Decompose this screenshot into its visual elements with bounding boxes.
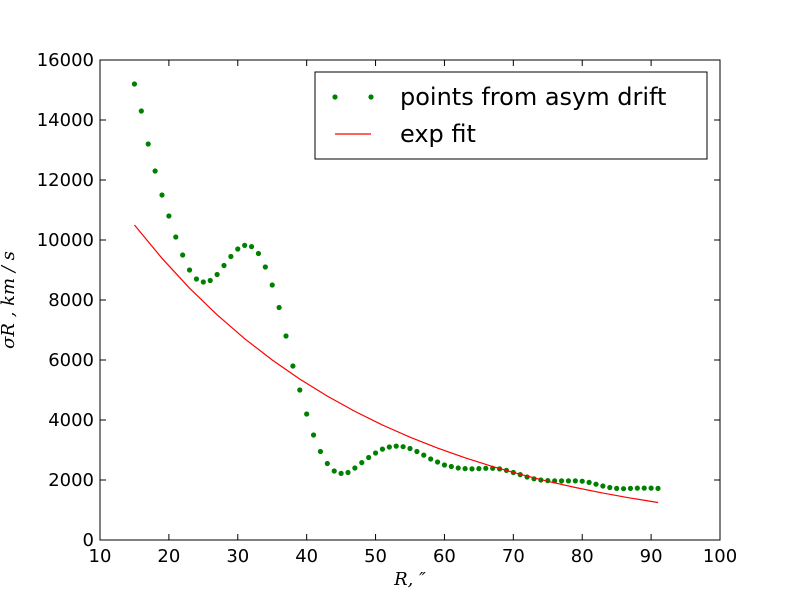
x-axis-label: R, ″ (393, 569, 426, 590)
data-point (393, 443, 399, 449)
x-tick-label: 50 (364, 546, 387, 567)
data-point (310, 432, 317, 438)
data-point (407, 445, 413, 452)
x-tick-label: 10 (89, 546, 112, 567)
data-point (200, 279, 206, 285)
y-tick-label: 14000 (37, 110, 94, 131)
x-tick-label: 40 (295, 546, 318, 567)
data-point (565, 478, 572, 484)
legend-label: points from asym drift (400, 83, 666, 111)
data-point (379, 446, 386, 452)
legend-marker (332, 94, 338, 100)
data-point (586, 479, 592, 485)
legend-marker (368, 94, 374, 100)
legend-label: exp fit (400, 120, 476, 148)
data-point (248, 244, 255, 250)
data-point (235, 246, 241, 252)
data-point (441, 462, 448, 468)
fit-line (133, 224, 659, 504)
data-point (262, 264, 268, 270)
y-tick-label: 10000 (37, 230, 94, 251)
data-point (173, 234, 179, 240)
data-point (352, 465, 358, 471)
data-point (138, 108, 144, 114)
y-tick-label: 2000 (48, 470, 94, 491)
plot-frame (99, 59, 721, 541)
data-point (297, 387, 303, 393)
data-point (469, 466, 475, 472)
data-point (276, 304, 282, 311)
y-tick-label: 12000 (37, 170, 94, 191)
data-point (414, 448, 420, 455)
data-point (648, 485, 654, 491)
data-point (579, 478, 585, 484)
data-point (634, 485, 640, 491)
x-tick-label: 20 (157, 546, 180, 567)
data-point (221, 262, 227, 269)
data-point (324, 460, 330, 467)
data-point (214, 271, 220, 278)
x-tick-label: 30 (226, 546, 249, 567)
data-point (600, 483, 606, 489)
data-point (462, 466, 468, 472)
data-point (145, 141, 151, 147)
x-tick-label: 70 (502, 546, 525, 567)
data-point (421, 452, 427, 458)
data-point (193, 276, 200, 282)
data-point (386, 444, 392, 450)
data-point (593, 481, 599, 487)
data-point (372, 450, 379, 456)
data-point (572, 478, 578, 484)
data-point (131, 81, 138, 87)
data-point (186, 267, 193, 273)
x-tick-label: 90 (640, 546, 663, 567)
data-point (558, 478, 565, 484)
y-axis-label: σR , km / s (0, 251, 19, 349)
data-point (242, 242, 248, 248)
y-tick-label: 0 (83, 530, 94, 551)
data-point (317, 448, 324, 455)
data-point (338, 470, 344, 476)
x-tick-label: 80 (571, 546, 594, 567)
data-point (627, 485, 634, 491)
y-tick-label: 8000 (48, 290, 94, 311)
data-point (614, 485, 620, 491)
data-point (483, 465, 489, 471)
data-point (290, 363, 296, 369)
data-point (304, 411, 310, 417)
y-tick-label: 6000 (48, 350, 94, 371)
x-tick-label: 60 (433, 546, 456, 567)
data-point (255, 250, 262, 257)
x-tick-label: 100 (703, 546, 737, 567)
data-point (283, 333, 289, 339)
data-point (428, 456, 434, 462)
data-point (269, 282, 275, 288)
data-point (641, 485, 647, 491)
data-point (455, 465, 461, 471)
data-point (620, 486, 627, 492)
data-point (345, 469, 351, 476)
data-point (607, 484, 613, 491)
data-point (331, 468, 337, 474)
data-point (159, 192, 165, 198)
data-point (655, 485, 661, 491)
data-point (228, 253, 234, 260)
data-point (476, 466, 482, 472)
data-point (180, 252, 186, 258)
data-point (152, 168, 158, 174)
y-tick-label: 16000 (37, 50, 94, 71)
data-point (448, 463, 454, 470)
data-point (359, 460, 365, 466)
y-tick-label: 4000 (48, 410, 94, 431)
data-point (434, 459, 441, 465)
data-point (207, 277, 213, 284)
data-point (166, 213, 172, 219)
data-point (366, 454, 372, 461)
legend-box (314, 71, 708, 160)
data-point (400, 444, 406, 450)
